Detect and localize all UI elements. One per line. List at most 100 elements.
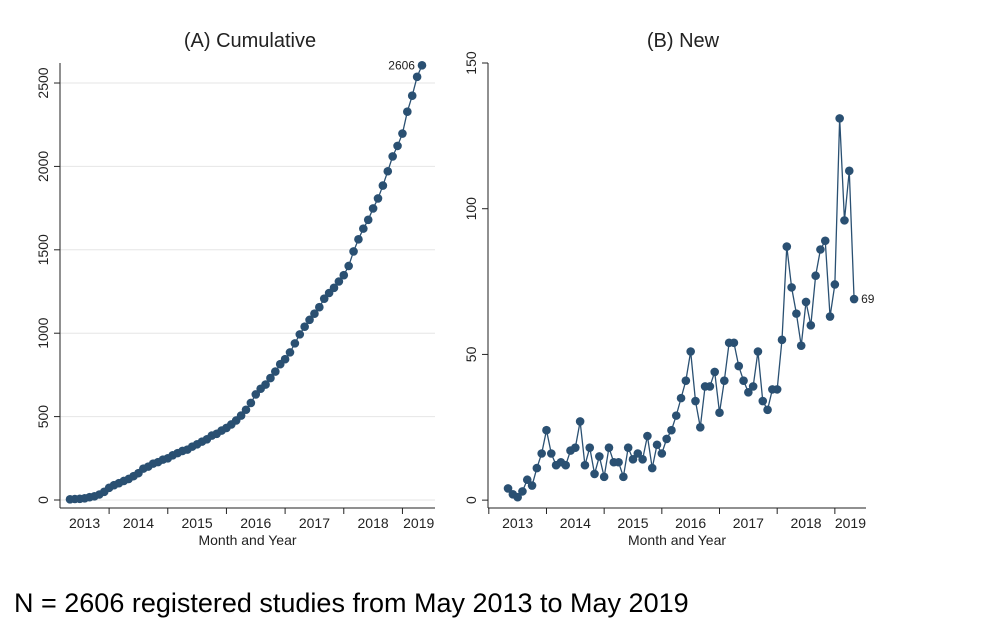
point bbox=[782, 242, 792, 251]
point bbox=[729, 338, 739, 348]
point bbox=[373, 194, 383, 203]
point bbox=[329, 283, 339, 293]
point bbox=[792, 309, 801, 318]
y-tick-label: 50 bbox=[463, 346, 479, 362]
annotation: 69 bbox=[861, 292, 875, 306]
point bbox=[363, 215, 373, 225]
point bbox=[816, 245, 825, 254]
point bbox=[398, 129, 407, 138]
point bbox=[681, 376, 691, 385]
point bbox=[246, 398, 256, 408]
point bbox=[407, 91, 417, 100]
point bbox=[349, 247, 358, 256]
point bbox=[412, 72, 422, 82]
point bbox=[628, 455, 638, 464]
point bbox=[667, 425, 676, 435]
point bbox=[758, 396, 768, 406]
x-tick-label: 2017 bbox=[299, 515, 330, 531]
point bbox=[280, 354, 290, 364]
point bbox=[585, 443, 595, 452]
point bbox=[657, 449, 667, 458]
point bbox=[571, 443, 580, 452]
point bbox=[285, 348, 295, 357]
y-tick-label: 1500 bbox=[35, 234, 51, 265]
point bbox=[777, 335, 787, 345]
x-tick-label: 2017 bbox=[733, 515, 764, 531]
point bbox=[344, 261, 353, 271]
point bbox=[532, 463, 542, 473]
point bbox=[266, 373, 275, 383]
point bbox=[527, 481, 537, 490]
point bbox=[710, 367, 719, 377]
point bbox=[825, 312, 835, 321]
point bbox=[359, 224, 368, 233]
point bbox=[753, 347, 763, 356]
point bbox=[537, 449, 546, 458]
point bbox=[522, 475, 532, 485]
point bbox=[388, 152, 397, 161]
point bbox=[806, 320, 816, 330]
point bbox=[734, 361, 744, 371]
point bbox=[633, 449, 643, 458]
point bbox=[542, 425, 551, 435]
x-tick-label: 2018 bbox=[358, 515, 389, 531]
point bbox=[705, 382, 715, 391]
point bbox=[772, 385, 782, 394]
point bbox=[830, 280, 840, 289]
point bbox=[580, 460, 590, 470]
x-tick-label: 2018 bbox=[790, 515, 821, 531]
point bbox=[393, 141, 402, 151]
point bbox=[261, 380, 270, 389]
point bbox=[676, 393, 686, 403]
y-tick-label: 1000 bbox=[35, 317, 51, 348]
panel-title: (A) Cumulative bbox=[184, 30, 316, 52]
point bbox=[604, 443, 614, 452]
point bbox=[271, 367, 280, 376]
point bbox=[840, 216, 849, 225]
x-tick-label: 2015 bbox=[617, 515, 648, 531]
point bbox=[378, 181, 388, 190]
point bbox=[300, 322, 309, 331]
point bbox=[643, 431, 652, 441]
x-tick-label: 2013 bbox=[69, 515, 100, 531]
x-tick-label: 2019 bbox=[835, 515, 866, 531]
point bbox=[590, 469, 599, 479]
point bbox=[801, 297, 811, 307]
panel-title: (B) New bbox=[647, 30, 720, 52]
x-tick-label: 2016 bbox=[675, 515, 706, 531]
x-tick-label: 2014 bbox=[560, 515, 591, 531]
point bbox=[686, 347, 695, 356]
point bbox=[334, 277, 344, 286]
y-tick-label: 100 bbox=[463, 197, 479, 221]
point bbox=[354, 234, 363, 244]
y-tick-label: 2500 bbox=[35, 67, 51, 98]
point bbox=[518, 487, 527, 496]
x-tick-label: 2016 bbox=[240, 515, 271, 531]
point bbox=[691, 396, 700, 406]
point bbox=[849, 294, 859, 304]
point bbox=[720, 376, 729, 385]
point bbox=[619, 472, 628, 482]
point bbox=[575, 417, 585, 426]
point bbox=[763, 405, 772, 415]
point bbox=[417, 61, 427, 70]
point bbox=[739, 376, 748, 385]
annotation: 2606 bbox=[388, 58, 415, 72]
series-line bbox=[69, 65, 423, 500]
x-tick-label: 2019 bbox=[403, 515, 434, 531]
point bbox=[403, 107, 412, 117]
y-tick-label: 2000 bbox=[35, 151, 51, 182]
point bbox=[695, 422, 705, 432]
x-axis-label: Month and Year bbox=[628, 532, 726, 548]
point bbox=[811, 271, 820, 281]
point bbox=[251, 390, 261, 399]
point bbox=[546, 449, 556, 458]
series-line bbox=[507, 118, 855, 499]
point bbox=[599, 472, 609, 482]
x-tick-label: 2015 bbox=[182, 515, 213, 531]
point bbox=[310, 309, 319, 318]
point bbox=[671, 411, 681, 420]
point bbox=[290, 339, 300, 348]
point bbox=[820, 236, 830, 246]
y-tick-label: 0 bbox=[463, 496, 479, 504]
